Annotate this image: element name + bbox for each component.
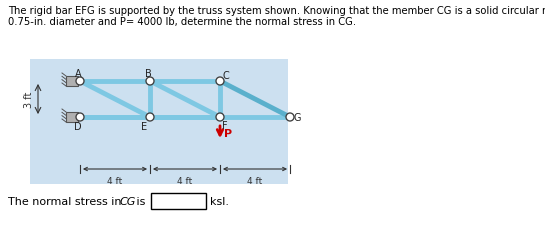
Text: 0.75-in. diameter and P= 4000 lb, determine the normal stress in CG.: 0.75-in. diameter and P= 4000 lb, determ… (8, 17, 356, 27)
Text: C: C (222, 71, 229, 81)
Text: B: B (144, 69, 152, 79)
Circle shape (286, 114, 294, 121)
Bar (30, 60, 288, 184)
Text: D: D (74, 121, 82, 131)
Bar (66, 112, 78, 123)
Text: 4 ft: 4 ft (247, 176, 263, 185)
Text: CG: CG (120, 196, 136, 206)
Circle shape (146, 78, 154, 86)
Text: The rigid bar EFG is supported by the truss system shown. Knowing that the membe: The rigid bar EFG is supported by the tr… (8, 6, 545, 16)
Text: ksl.: ksl. (210, 196, 229, 206)
Text: is: is (133, 196, 149, 206)
Text: A: A (75, 69, 81, 79)
Text: E: E (141, 121, 147, 131)
Circle shape (216, 114, 224, 121)
Bar (151, 193, 206, 209)
Circle shape (76, 114, 84, 121)
Bar (66, 77, 78, 87)
Circle shape (146, 114, 154, 121)
Text: P: P (224, 128, 232, 138)
Text: G: G (293, 112, 301, 123)
Text: The normal stress in: The normal stress in (8, 196, 125, 206)
Text: 4 ft: 4 ft (107, 176, 123, 185)
Circle shape (216, 78, 224, 86)
Text: 3 ft: 3 ft (24, 91, 34, 108)
Text: F: F (222, 120, 228, 131)
Circle shape (76, 78, 84, 86)
Text: 4 ft: 4 ft (177, 176, 192, 185)
